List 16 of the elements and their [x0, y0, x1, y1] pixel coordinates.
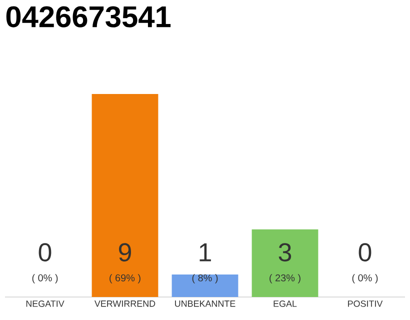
data-label: 9 — [119, 243, 131, 262]
annotation: ( 69% ) — [110, 274, 140, 284]
data-label: 1 — [200, 243, 211, 262]
x-tick-label: VERWIRREND — [94, 300, 156, 307]
x-tick-label: POSITIV — [348, 300, 383, 307]
annotation: ( 23% ) — [270, 274, 300, 284]
data-label: 0 — [38, 243, 52, 262]
annotation: ( 0% ) — [32, 274, 58, 284]
data-label: 0 — [358, 243, 372, 262]
annotation: ( 8% ) — [192, 274, 218, 284]
annotation: ( 0% ) — [352, 274, 378, 284]
x-tick-label: NEGATIV — [26, 300, 64, 307]
chart-title: 0426673541 — [6, 6, 171, 28]
x-tick-label: EGAL — [274, 300, 297, 307]
data-label: 3 — [278, 243, 292, 262]
x-tick-label: UNBEKANNTE — [175, 300, 236, 307]
